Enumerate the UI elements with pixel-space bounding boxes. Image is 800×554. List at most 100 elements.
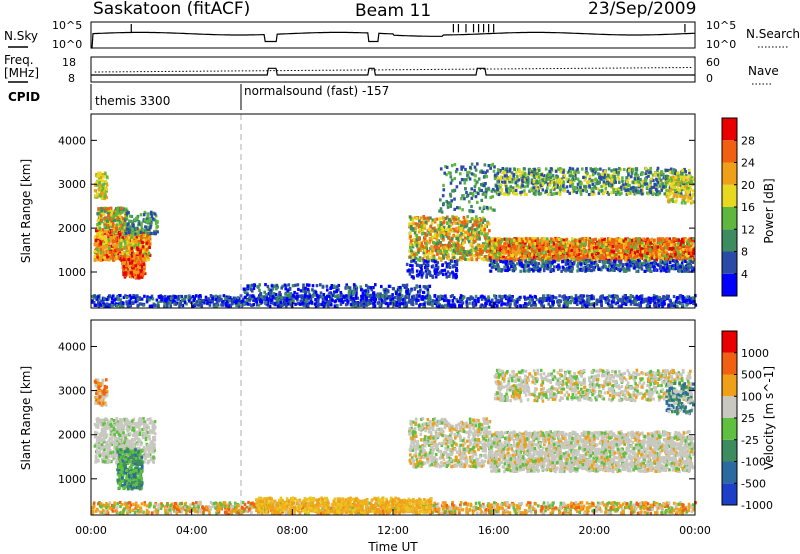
echo-cell — [129, 261, 132, 265]
echo-cell — [676, 296, 679, 300]
echo-cell — [111, 238, 114, 242]
echo-cell — [204, 295, 208, 299]
echo-cell — [629, 257, 632, 261]
echo-cell — [365, 295, 368, 299]
echo-cell — [130, 214, 134, 219]
echo-cell — [131, 274, 134, 278]
echo-cell — [474, 246, 478, 250]
echo-cell — [126, 270, 129, 274]
echo-cell — [121, 261, 124, 265]
echo-cell — [131, 231, 135, 235]
echo-cell — [438, 217, 442, 221]
echo-cell — [425, 242, 428, 246]
echo-cell — [113, 298, 116, 302]
echo-cell — [136, 297, 140, 301]
echo-cell — [411, 221, 415, 225]
echo-cell — [138, 297, 142, 301]
echo-cell — [426, 255, 430, 259]
echo-cell — [478, 254, 481, 258]
echo-cell — [150, 294, 154, 298]
echo-cell — [225, 300, 229, 304]
echo-cell — [189, 300, 193, 304]
echo-cell — [464, 257, 467, 261]
echo-cell — [269, 290, 273, 294]
echo-cell — [100, 196, 104, 200]
echo-cell — [482, 304, 486, 308]
echo-cell — [176, 297, 179, 301]
echo-cell — [600, 237, 603, 241]
echo-cell — [566, 251, 569, 255]
echo-cell — [128, 250, 131, 254]
echo-cell — [365, 283, 368, 288]
echo-cell — [574, 249, 578, 253]
echo-cell — [571, 298, 574, 302]
echo-cell — [430, 301, 434, 305]
echo-cell — [604, 245, 607, 249]
echo-cell — [475, 215, 478, 219]
echo-cell — [169, 296, 173, 301]
echo-cell — [101, 228, 105, 232]
echo-cell — [534, 295, 537, 299]
echo-cell — [420, 220, 423, 224]
echo-cell — [102, 230, 105, 234]
echo-cell — [138, 252, 142, 256]
echo-cell — [468, 237, 471, 241]
echo-cell — [623, 299, 627, 303]
echo-cell — [270, 288, 273, 292]
echo-cell — [463, 219, 466, 223]
echo-cell — [461, 295, 465, 299]
echo-cell — [132, 294, 135, 298]
echo-cell — [449, 238, 452, 242]
echo-cell — [623, 294, 627, 298]
echo-cell — [115, 210, 118, 214]
echo-cell — [366, 285, 370, 289]
echo-cell — [431, 227, 435, 231]
echo-cell — [172, 294, 175, 298]
echo-cell — [322, 298, 326, 302]
echo-cell — [120, 247, 124, 251]
echo-cell — [166, 301, 170, 305]
echo-cell — [119, 227, 123, 231]
echo-cell — [352, 296, 356, 300]
echo-cell — [542, 294, 546, 298]
echo-cell — [484, 304, 487, 308]
echo-cell — [535, 298, 539, 302]
echo-cell — [430, 221, 434, 225]
echo-cell — [425, 272, 429, 276]
echo-cell — [407, 295, 411, 300]
echo-cell — [466, 232, 470, 236]
echo-cell — [638, 304, 641, 308]
echo-cell — [98, 297, 101, 301]
echo-cell — [263, 290, 266, 294]
echo-cell — [477, 231, 481, 235]
echo-cell — [458, 249, 462, 253]
freq-label-top: Freq. — [4, 53, 34, 67]
echo-cell — [462, 233, 466, 237]
echo-cell — [456, 300, 460, 304]
echo-cell — [333, 300, 337, 304]
echo-cell — [488, 241, 492, 245]
echo-cell — [145, 257, 149, 261]
echo-cell — [113, 218, 117, 223]
echo-cell — [435, 231, 439, 235]
echo-cell — [459, 294, 463, 298]
echo-cell — [399, 290, 402, 294]
echo-cell — [477, 300, 480, 304]
echo-cell — [378, 303, 382, 307]
echo-cell — [274, 302, 277, 306]
echo-cell — [431, 303, 434, 307]
echo-cell — [298, 294, 302, 298]
echo-cell — [611, 294, 614, 298]
echo-cell — [142, 229, 146, 233]
echo-cell — [385, 292, 388, 296]
echo-cell — [433, 271, 437, 275]
echo-cell — [125, 231, 128, 236]
echo-cell — [105, 247, 108, 251]
echo-cell — [364, 301, 368, 305]
echo-cell — [98, 219, 101, 223]
echo-cell — [198, 303, 201, 307]
echo-cell — [628, 299, 632, 303]
echo-cell — [342, 295, 346, 299]
echo-cell — [488, 229, 491, 233]
